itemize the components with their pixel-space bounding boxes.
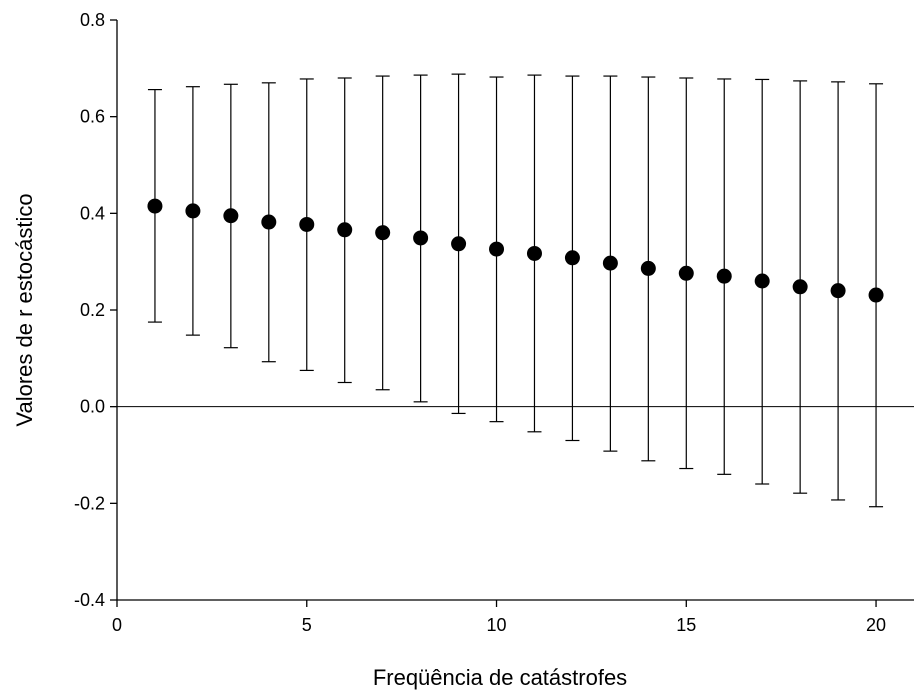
data-point: [413, 230, 429, 246]
data-point: [185, 203, 201, 219]
data-point: [375, 225, 391, 241]
data-point: [337, 222, 353, 238]
data-point: [868, 287, 884, 303]
x-tick-label: 0: [112, 615, 122, 635]
x-tick-label: 5: [302, 615, 312, 635]
x-tick-label: 20: [866, 615, 886, 635]
data-point: [716, 268, 732, 284]
data-point: [640, 260, 656, 276]
data-point: [261, 214, 277, 230]
data-point: [489, 241, 505, 257]
y-tick-label: 0.8: [80, 10, 105, 30]
y-tick-label: 0.4: [80, 203, 105, 223]
y-tick-label: 0.2: [80, 300, 105, 320]
y-tick-label: -0.2: [74, 493, 105, 513]
data-point: [754, 273, 770, 289]
data-point: [792, 279, 808, 295]
plot-area: [147, 73, 884, 508]
x-axis-label: Freqüência de catástrofes: [373, 665, 627, 690]
y-tick-label: 0.6: [80, 107, 105, 127]
x-tick-label: 15: [676, 615, 696, 635]
y-axis-label: Valores de r estocástico: [12, 193, 37, 426]
data-point: [299, 216, 315, 232]
axes: -0.4 -0.2 0.0 0.2 0.4 0.6 0.8 0 5 10 15 20: [74, 10, 914, 635]
data-point: [223, 208, 239, 224]
data-point: [451, 236, 467, 252]
data-point: [526, 245, 542, 261]
data-point: [564, 250, 580, 266]
y-tick-label: 0.0: [80, 397, 105, 417]
y-tick-label: -0.4: [74, 590, 105, 610]
data-point: [147, 198, 163, 214]
data-point: [602, 255, 618, 271]
data-point: [678, 265, 694, 281]
x-tick-label: 10: [487, 615, 507, 635]
data-point: [830, 283, 846, 299]
